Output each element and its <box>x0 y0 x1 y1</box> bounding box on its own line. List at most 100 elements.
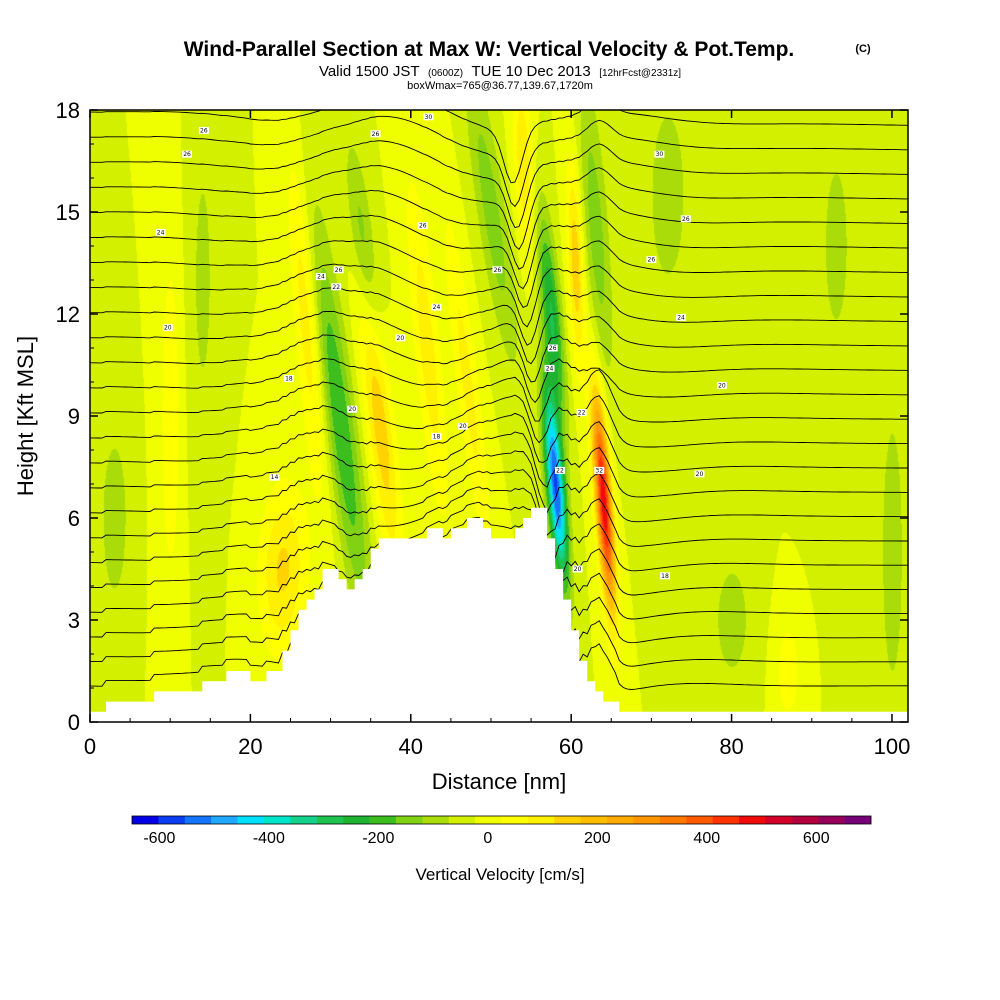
forecast-info: [12hrFcst@2331z] <box>599 68 681 79</box>
contour-label-bg <box>331 283 342 291</box>
colorbar-tick-label: 0 <box>483 830 492 847</box>
theta-contour-line <box>90 214 908 290</box>
contour-label: 18 <box>433 433 441 440</box>
colorbar-swatch <box>791 816 819 824</box>
colorbar-swatch <box>765 816 793 824</box>
contour-label-bg <box>694 470 705 478</box>
colorbar-tick-label: -400 <box>253 830 285 847</box>
contour-label-bg <box>283 375 294 383</box>
colorbar-frame <box>131 815 872 825</box>
colorbar-swatch <box>343 816 370 824</box>
theta-contour-line <box>90 115 908 208</box>
contour-label-bg <box>654 150 665 158</box>
valid-utc: (0600Z) <box>428 68 463 79</box>
contour-label-bg <box>660 572 671 580</box>
colorbar-swatch <box>448 816 476 824</box>
colorbar-swatch <box>659 816 687 824</box>
x-tick-label: 0 <box>84 734 96 759</box>
theta-contour-line <box>90 287 908 346</box>
contour-label: 20 <box>348 406 356 413</box>
theta-contour-line <box>90 369 908 423</box>
colorbar-swatch <box>184 816 212 824</box>
contour-label: 22 <box>556 467 564 474</box>
colorbar-swatch <box>818 816 845 824</box>
contour-label: 30 <box>425 114 433 121</box>
theta-contour-line <box>90 311 908 365</box>
contour-label: 18 <box>661 573 669 580</box>
contour-label: 18 <box>285 376 293 383</box>
colorbar-swatch <box>263 816 291 824</box>
contour-label-bg <box>333 266 344 274</box>
contour-label: 14 <box>271 474 279 481</box>
colorbar-swatch <box>395 816 423 824</box>
contour-label: 24 <box>433 304 441 311</box>
contour-label: 24 <box>546 365 554 372</box>
colorbar-swatch <box>686 816 713 824</box>
contour-label-bg <box>431 432 442 440</box>
theta-contour-line <box>90 394 908 448</box>
contour-label: 26 <box>648 257 656 264</box>
contour-label: 20 <box>459 423 467 430</box>
contour-label: 24 <box>317 274 325 281</box>
contour-label-bg <box>198 126 209 134</box>
colorbar-swatch <box>633 816 661 824</box>
valid-date: TUE 10 Dec 2013 <box>472 63 591 80</box>
theta-contour-line <box>90 263 908 328</box>
theta-contour-line <box>90 469 908 547</box>
contour-label-bg <box>269 473 280 481</box>
y-tick-label: 12 <box>56 302 80 327</box>
contour-label-bg <box>395 334 406 342</box>
valid-time-line: Valid 1500 JST (0600Z) TUE 10 Dec 2013 [… <box>319 63 681 80</box>
contour-label: 26 <box>335 267 343 274</box>
contour-label-bg <box>554 466 565 474</box>
y-axis-ticks: 0 3 6 9 12 15 18 <box>56 98 908 735</box>
colorbar-swatch <box>527 816 555 824</box>
colorbar-tick-labels: -600 -400 -200 0 200 400 600 <box>143 830 829 847</box>
contour-label-bg <box>492 266 503 274</box>
colorbar-swatch <box>501 816 529 824</box>
colorbar-swatch <box>132 816 159 824</box>
colorbar-tick-label: 200 <box>584 830 611 847</box>
colorbar-title: Vertical Velocity [cm/s] <box>415 865 584 884</box>
contour-label-bg <box>182 150 193 158</box>
contour-label: 26 <box>372 131 380 138</box>
theta-contour-line <box>90 501 908 596</box>
colorbar-swatch <box>422 816 450 824</box>
x-tick-label: 60 <box>559 734 583 759</box>
colorbar-tick-label: 600 <box>803 830 830 847</box>
theta-contour-line <box>90 189 908 270</box>
colorbar-swatch <box>290 816 318 824</box>
contour-label-bg <box>680 215 691 223</box>
y-tick-label: 6 <box>68 506 80 531</box>
contour-label-bg <box>646 256 657 264</box>
theta-contour-labels: 26 26 24 20 18 14 26 30 26 22 24 26 20 20 24 20 18 26 26 24… <box>155 113 727 580</box>
theta-contour-line <box>90 516 908 620</box>
theta-contour-line <box>90 450 908 523</box>
colorbar <box>131 815 872 825</box>
colorbar-tick-label: 400 <box>693 830 720 847</box>
contour-label: 20 <box>397 335 405 342</box>
contour-label-bg <box>431 303 442 311</box>
chart-title: Wind-Parallel Section at Max W: Vertical… <box>184 38 795 61</box>
x-tick-label: 20 <box>238 734 262 759</box>
colorbar-swatch <box>158 816 186 824</box>
theta-contour-line <box>90 110 908 184</box>
y-tick-label: 0 <box>68 710 80 735</box>
terrain <box>90 507 908 722</box>
y-tick-label: 18 <box>56 98 80 123</box>
theta-contour-line <box>90 358 908 404</box>
theta-contour-line <box>90 334 908 383</box>
x-tick-label: 80 <box>719 734 743 759</box>
contour-label: 22 <box>578 410 586 417</box>
contour-label: 24 <box>157 229 165 236</box>
theta-contour-line <box>90 412 908 473</box>
theta-contour-line <box>90 431 908 498</box>
contour-label-bg <box>676 313 687 321</box>
y-axis-label: Height [Kft MSL] <box>13 336 38 496</box>
theta-contours <box>90 110 908 690</box>
contour-label-bg <box>417 222 428 230</box>
colorbar-swatch <box>475 816 502 824</box>
contour-label: 26 <box>419 223 427 230</box>
colorbar-swatch <box>237 816 265 824</box>
